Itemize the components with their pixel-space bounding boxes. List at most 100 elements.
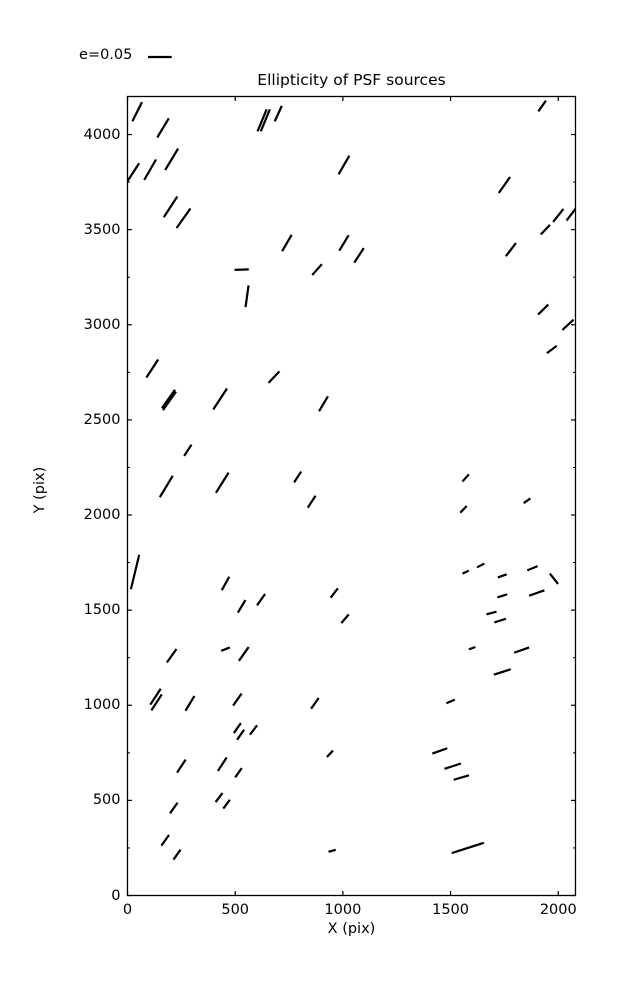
x-tick-label: 2000: [539, 901, 577, 918]
whisker-segment: [222, 799, 231, 810]
whisker-segment: [497, 573, 508, 579]
whisker-segment: [214, 792, 224, 803]
whisker-segment: [131, 101, 143, 122]
whisker-segment: [486, 610, 497, 616]
whisker-segment: [493, 617, 507, 624]
whisker-segment: [234, 767, 243, 779]
whisker-segment: [212, 387, 228, 411]
y-tick-label: 2500: [83, 411, 121, 428]
whisker-segment: [340, 613, 350, 624]
whisker-segment: [513, 646, 530, 654]
whisker-segment: [451, 841, 485, 855]
legend-label: e=0.05: [79, 47, 133, 63]
y-tick-label: 3000: [83, 316, 121, 333]
whisker-segment: [539, 224, 551, 236]
whisker-segment: [523, 497, 532, 504]
whisker-segment: [353, 247, 365, 264]
whisker-segment: [232, 692, 243, 707]
whisker-segment: [165, 648, 178, 664]
whisker-segment: [318, 395, 329, 412]
whisker-segment: [150, 693, 163, 711]
whisker-segment: [162, 391, 177, 411]
axes-frame: [126, 95, 577, 897]
whisker-segment: [281, 234, 293, 252]
page-title: Ellipticity of PSF sources: [257, 71, 446, 89]
whisker-segment: [158, 475, 174, 498]
whisker-segment: [162, 195, 179, 218]
whisker-segment: [337, 155, 351, 175]
whisker-segment: [504, 242, 517, 257]
whisker-segment: [526, 565, 538, 572]
whisker-segment: [184, 695, 196, 712]
whisker-segment: [175, 207, 192, 229]
whisker-segment: [293, 470, 303, 484]
x-tick-label: 1500: [432, 901, 470, 918]
whisker-segment: [468, 645, 476, 651]
whisker-segment: [453, 774, 470, 781]
whisker-segment: [328, 848, 337, 853]
whisker-segment: [232, 722, 242, 734]
y-tick-label: 500: [92, 792, 121, 809]
whisker-segment: [176, 759, 187, 774]
whisker-segment: [528, 589, 545, 597]
whisker-segment: [256, 108, 268, 132]
x-tick-label: 500: [221, 901, 250, 918]
whisker-segment: [537, 100, 547, 112]
y-tick-label: 0: [111, 887, 121, 904]
whisker-segment: [497, 593, 508, 599]
whisker-segment: [461, 473, 470, 483]
axis-ticks: [126, 96, 576, 897]
whisker-segment: [537, 303, 550, 316]
whisker-segment: [552, 208, 565, 223]
whisker-segment: [145, 358, 160, 379]
whisker-segment: [306, 495, 317, 509]
whisker-segment: [172, 848, 182, 861]
whisker-segment: [326, 749, 334, 758]
whisker-segment: [459, 505, 468, 514]
whisker-segment: [462, 569, 470, 575]
whisker-segment: [156, 117, 170, 139]
whisker-segment: [183, 444, 193, 457]
whisker-segment: [256, 593, 266, 606]
whisker-segment: [431, 747, 448, 755]
x-axis-label: X (pix): [327, 921, 376, 937]
whisker-segment: [561, 318, 575, 331]
whisker-segment: [338, 234, 350, 252]
whisker-segment: [143, 158, 157, 181]
whisker-segment: [215, 472, 230, 494]
whisker-segment: [169, 802, 179, 814]
whisker-segment: [220, 576, 231, 591]
x-tick-label: 0: [122, 901, 133, 918]
whisker-segment: [236, 599, 247, 614]
whisker-segment: [249, 724, 258, 736]
y-tick-label: 3500: [83, 221, 121, 238]
whisker-segment: [216, 756, 228, 772]
y-tick-label: 1500: [83, 602, 121, 619]
y-tick-label: 2000: [83, 507, 121, 524]
whisker-segment: [220, 646, 231, 652]
whisker-segment: [444, 762, 462, 770]
whisker-segment: [160, 389, 176, 409]
y-tick-label: 4000: [83, 126, 121, 143]
whisker-segment: [445, 698, 456, 705]
whisker-segment: [273, 105, 283, 122]
whisker-segment: [244, 285, 250, 308]
whisker-segment: [259, 108, 271, 132]
x-tick-label: 1000: [324, 901, 362, 918]
whisker-segment: [549, 572, 559, 585]
whisker-segment: [160, 834, 170, 847]
y-tick-label: 1000: [83, 697, 121, 714]
whisker-segment: [310, 697, 320, 710]
whisker-segment: [127, 162, 141, 184]
whisker-segment: [329, 587, 339, 599]
whisker-segment: [149, 688, 162, 706]
whisker-series: [127, 100, 576, 861]
whisker-segment: [164, 147, 180, 171]
whisker-segment: [236, 729, 245, 741]
whisker-segment: [267, 370, 281, 384]
whisker-segment: [497, 176, 511, 194]
whisker-segment: [311, 263, 323, 276]
whisker-segment: [546, 344, 558, 355]
